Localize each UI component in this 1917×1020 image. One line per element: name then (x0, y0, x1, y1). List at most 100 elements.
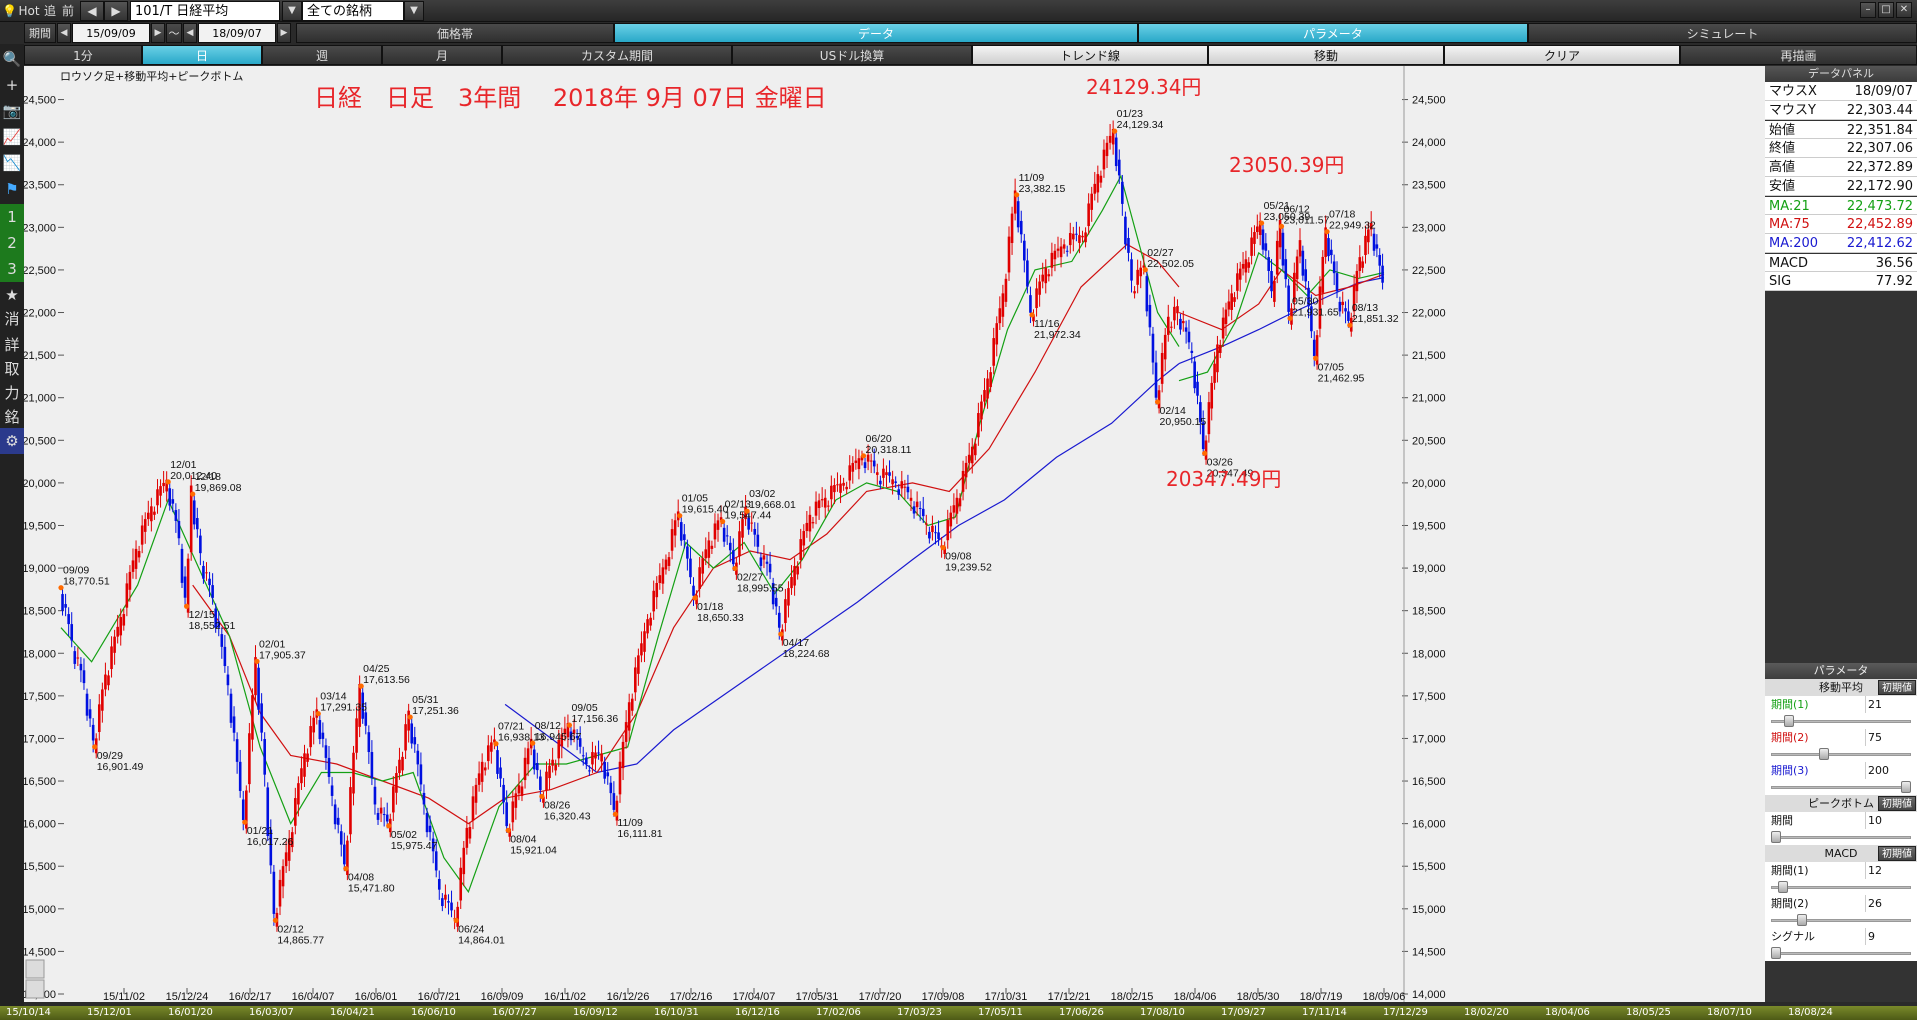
universe-field[interactable]: 全ての銘柄 (302, 1, 404, 21)
ruler-tick-label: 17/03/23 (897, 1007, 942, 1018)
star-icon[interactable]: ★ (5, 286, 19, 304)
delete-button[interactable]: 前 (61, 4, 74, 18)
chart-icon[interactable]: 📉 (2, 154, 22, 172)
x-tick-label: 17/04/07 (733, 991, 776, 1002)
tab-parameters[interactable]: パラメータ (1138, 23, 1528, 43)
candle-body (1298, 240, 1302, 257)
end-prev-icon[interactable]: ◀ (183, 23, 197, 43)
param-value-field[interactable]: 75 (1865, 729, 1917, 746)
tab-monthly[interactable]: 月 (382, 45, 502, 65)
candle-body (1038, 281, 1041, 295)
gear-icon[interactable]: ⚙ (0, 428, 24, 454)
symbol-field[interactable]: 101/T 日経平均 (130, 1, 280, 21)
candle-body (1145, 276, 1149, 312)
detail-icon[interactable]: 詳 (4, 336, 20, 354)
peak-bottom-marker (778, 631, 784, 637)
slider-thumb[interactable] (1771, 831, 1781, 843)
trade-icon[interactable]: 取 (4, 360, 20, 378)
end-date-field[interactable]: 18/09/07 (198, 23, 276, 43)
peak-date-label: 12/18 (195, 471, 221, 483)
move-button[interactable]: 移動 (1208, 45, 1444, 65)
tab-daily[interactable]: 日 (142, 45, 262, 65)
one-icon[interactable]: 1 (0, 204, 24, 230)
param-slider[interactable] (1765, 779, 1917, 795)
tab-price-band[interactable]: 価格帯 (296, 23, 614, 43)
usd-convert-button[interactable]: USドル換算 (732, 45, 972, 65)
slider-thumb[interactable] (1819, 748, 1830, 760)
plus-icon[interactable]: + (5, 76, 19, 94)
x-tick-label: 15/11/02 (103, 991, 145, 1002)
ma-reset-button[interactable]: 初期値 (1878, 680, 1916, 695)
start-date-field[interactable]: 15/09/09 (72, 23, 150, 43)
delete-icon[interactable]: 消 (4, 310, 20, 328)
flag-icon[interactable]: ⚑ (5, 180, 19, 198)
y-tick-label: 16,500 (24, 776, 56, 788)
pb-reset-button[interactable]: 初期値 (1878, 796, 1916, 811)
param-slider[interactable] (1765, 746, 1917, 762)
candle-body (1344, 308, 1347, 312)
peak-bottom-marker (860, 453, 867, 459)
tab-1min[interactable]: 1分 (24, 45, 142, 65)
bulb-icon[interactable]: 💡 (2, 4, 17, 18)
param-value-field[interactable]: 21 (1865, 696, 1917, 713)
power-icon[interactable]: 力 (4, 384, 20, 402)
three-icon[interactable]: 3 (0, 256, 24, 282)
mini-chart-icon-2[interactable] (25, 979, 45, 999)
chart-line-icon[interactable]: 📈 (2, 128, 22, 146)
hot-button[interactable]: Hot (18, 4, 40, 18)
param-slider[interactable] (1765, 945, 1917, 961)
param-value-field[interactable]: 10 (1865, 812, 1917, 829)
start-prev-icon[interactable]: ◀ (57, 23, 71, 43)
prev-arrow-icon[interactable]: ◀ (80, 1, 104, 21)
next-arrow-icon[interactable]: ▶ (104, 1, 128, 21)
candle-body (434, 851, 438, 871)
slider-thumb[interactable] (1784, 715, 1794, 727)
candle-body (1310, 306, 1313, 332)
search-icon[interactable]: 🔍 (2, 50, 22, 68)
slider-thumb[interactable] (1797, 914, 1807, 926)
peak-price-label: 17,905.37 (259, 649, 306, 661)
symbol-dropdown-icon[interactable]: ▼ (282, 1, 302, 21)
param-slider[interactable] (1765, 912, 1917, 928)
param-value-field[interactable]: 12 (1865, 862, 1917, 879)
end-next-icon[interactable]: ▶ (277, 23, 291, 43)
maximize-icon[interactable]: □ (1878, 2, 1894, 18)
candle-body (774, 597, 778, 607)
candle-body (1026, 260, 1029, 287)
slider-thumb[interactable] (1901, 781, 1911, 793)
tab-weekly[interactable]: 週 (262, 45, 382, 65)
universe-dropdown-icon[interactable]: ▼ (404, 1, 424, 21)
peak-price-label: 15,471.80 (348, 883, 395, 895)
start-next-icon[interactable]: ▶ (151, 23, 165, 43)
macd-reset-button[interactable]: 初期値 (1878, 846, 1916, 861)
peak-bottom-marker (315, 711, 321, 717)
param-slider[interactable] (1765, 879, 1917, 895)
candle-body (857, 458, 861, 470)
custom-period-button[interactable]: カスタム期間 (502, 45, 732, 65)
clear-button[interactable]: クリア (1444, 45, 1680, 65)
param-value-field[interactable]: 200 (1865, 762, 1917, 779)
x-tick-label: 17/05/31 (796, 991, 839, 1002)
price-chart[interactable]: 14,00014,00014,50014,50015,00015,00015,5… (24, 66, 1765, 1002)
slider-thumb[interactable] (1777, 881, 1788, 893)
param-slider[interactable] (1765, 829, 1917, 845)
follow-button[interactable]: 追 (43, 4, 56, 18)
tab-simulate[interactable]: シミュレート (1528, 23, 1917, 43)
slider-thumb[interactable] (1771, 947, 1781, 959)
param-value-field[interactable]: 9 (1865, 928, 1917, 945)
camera-icon[interactable]: 📷 (2, 102, 22, 120)
peak-price-label: 21,462.95 (1318, 372, 1365, 384)
redraw-button[interactable]: 再描画 (1680, 45, 1917, 65)
candle-body (986, 378, 989, 399)
tab-data[interactable]: データ (614, 23, 1138, 43)
peak-price-label: 18,552.51 (189, 620, 236, 632)
stock-icon[interactable]: 銘 (4, 408, 20, 426)
param-value-field[interactable]: 26 (1865, 895, 1917, 912)
minimize-icon[interactable]: – (1860, 2, 1876, 18)
param-slider[interactable] (1765, 713, 1917, 729)
mini-chart-icon[interactable] (25, 959, 45, 979)
two-icon[interactable]: 2 (0, 230, 24, 256)
trendline-button[interactable]: トレンド線 (972, 45, 1208, 65)
date-ruler[interactable]: 15/10/14 15/12/01 16/01/20 16/03/07 16/04/21… (0, 1006, 1917, 1020)
close-icon[interactable]: ✕ (1896, 2, 1912, 18)
